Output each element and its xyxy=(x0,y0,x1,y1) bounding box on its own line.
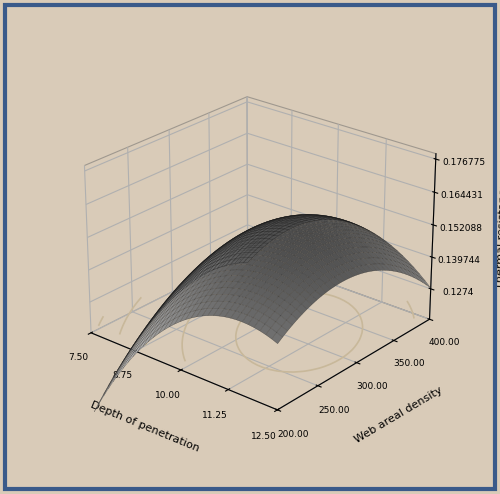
X-axis label: Depth of penetration: Depth of penetration xyxy=(89,400,200,453)
Y-axis label: Web areal density: Web areal density xyxy=(354,385,444,445)
